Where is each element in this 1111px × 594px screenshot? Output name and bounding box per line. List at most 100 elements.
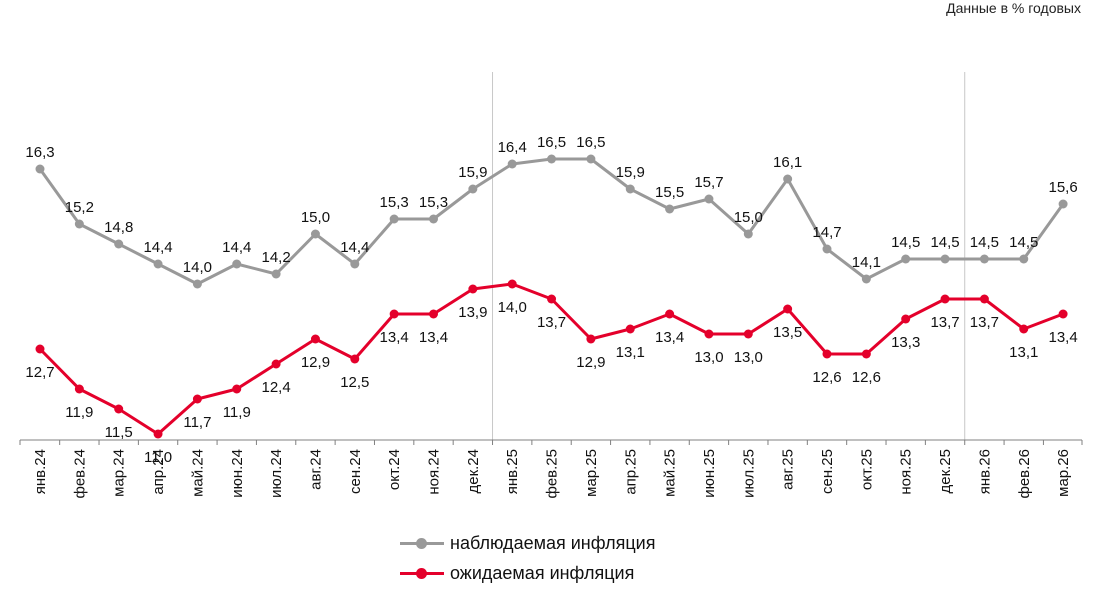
data-label-observed: 15,2 [65,199,94,216]
data-label-observed: 14,7 [812,224,841,241]
data-label-observed: 16,4 [498,139,527,156]
data-point-observed [389,214,399,224]
data-label-expected: 12,5 [340,374,369,391]
data-point-expected [547,294,557,304]
data-label-observed: 14,4 [143,239,172,256]
legend-swatch-expected [400,567,444,579]
data-point-observed [153,259,163,269]
data-label-expected: 11,9 [65,404,93,421]
x-tick-label: янв.26 [976,449,993,494]
data-point-expected [74,384,84,394]
legend-marker-expected [416,567,427,579]
data-point-expected [665,309,675,319]
data-point-expected [429,309,438,319]
data-point-expected [979,294,989,304]
x-tick-label: фев.25 [544,449,561,499]
data-label-observed: 15,5 [655,184,684,201]
data-point-expected [940,294,950,304]
legend-item-expected: ожидаемая инфляция [400,558,656,588]
data-label-observed: 15,0 [301,209,330,226]
data-point-observed [468,184,478,194]
data-point-observed [586,154,596,164]
legend: наблюдаемая инфляция ожидаемая инфляция [400,528,656,588]
data-point-expected [1058,309,1068,319]
data-label-observed: 16,5 [576,134,605,151]
data-point-expected [350,354,360,364]
x-tick-label: июл.24 [268,449,285,498]
data-label-expected: 11,7 [183,414,211,431]
data-label-expected: 13,4 [380,329,409,346]
data-point-expected [822,349,832,359]
x-tick-label: ноя.25 [898,449,915,495]
data-point-expected [586,334,596,344]
data-point-expected [861,349,871,359]
data-point-expected [1019,324,1029,334]
data-point-expected [389,309,399,319]
data-point-observed [704,194,714,204]
data-point-observed [1058,199,1068,209]
data-label-observed: 14,8 [104,219,133,236]
data-point-observed [940,254,950,264]
data-label-expected: 11,5 [105,424,133,441]
data-point-expected [35,344,45,354]
data-point-expected [310,334,320,344]
units-note: Данные в % годовых [946,0,1081,16]
data-label-expected: 13,3 [891,334,920,351]
data-label-expected: 13,1 [1009,344,1038,361]
data-point-expected [271,359,281,369]
data-label-expected: 12,6 [812,369,841,386]
data-point-observed [625,184,635,194]
x-tick-label: май.25 [662,449,679,497]
x-tick-label: янв.25 [504,449,521,494]
data-point-expected [114,404,124,414]
data-label-observed: 14,5 [970,234,999,251]
data-label-observed: 16,1 [773,154,802,171]
data-label-observed: 14,5 [1009,234,1038,251]
x-tick-label: окт.24 [386,449,403,490]
data-label-observed: 15,7 [694,174,723,191]
data-label-observed: 15,6 [1048,179,1077,196]
data-label-expected: 11,0 [144,449,172,466]
data-label-expected: 13,7 [537,314,566,331]
x-tick-label: ноя.24 [426,449,443,495]
data-point-observed [979,254,989,264]
legend-marker-observed [416,537,427,549]
series-line-expected [38,282,1064,436]
data-label-expected: 12,6 [852,369,881,386]
x-tick-label: авг.25 [780,449,797,490]
x-tick-label: авг.24 [307,449,324,490]
data-label-expected: 13,7 [970,314,999,331]
legend-swatch-observed [400,537,444,549]
data-point-expected [704,329,714,339]
data-point-observed [822,244,832,254]
data-label-observed: 14,2 [261,249,290,266]
data-label-expected: 12,4 [261,379,290,396]
x-tick-label: июл.25 [740,449,757,498]
data-point-expected [625,324,635,334]
x-tick-label: апр.25 [622,449,639,495]
x-tick-label: дек.25 [937,449,954,494]
data-label-observed: 15,3 [380,194,409,211]
x-tick-label: июн.24 [229,449,246,498]
data-label-expected: 13,4 [655,329,684,346]
data-point-observed [901,254,911,264]
data-label-observed: 15,9 [616,164,645,181]
data-label-observed: 16,5 [537,134,566,151]
data-point-observed [232,259,242,269]
legend-label-expected: ожидаемая инфляция [450,562,635,583]
data-label-expected: 13,4 [1048,329,1077,346]
legend-label-observed: наблюдаемая инфляция [450,532,656,553]
data-label-expected: 13,9 [458,304,487,321]
x-tick-label: апр.24 [150,449,167,495]
data-label-expected: 13,0 [694,349,723,366]
data-label-expected: 12,7 [25,364,54,381]
data-point-observed [547,154,557,164]
x-tick-label: янв.24 [32,449,49,494]
data-point-observed [665,204,675,214]
data-point-observed [74,219,84,229]
data-label-observed: 15,3 [419,194,448,211]
x-tick-label: фев.26 [1016,449,1033,499]
data-point-expected [743,329,753,339]
data-point-expected [468,284,478,294]
data-label-expected: 13,7 [930,314,959,331]
